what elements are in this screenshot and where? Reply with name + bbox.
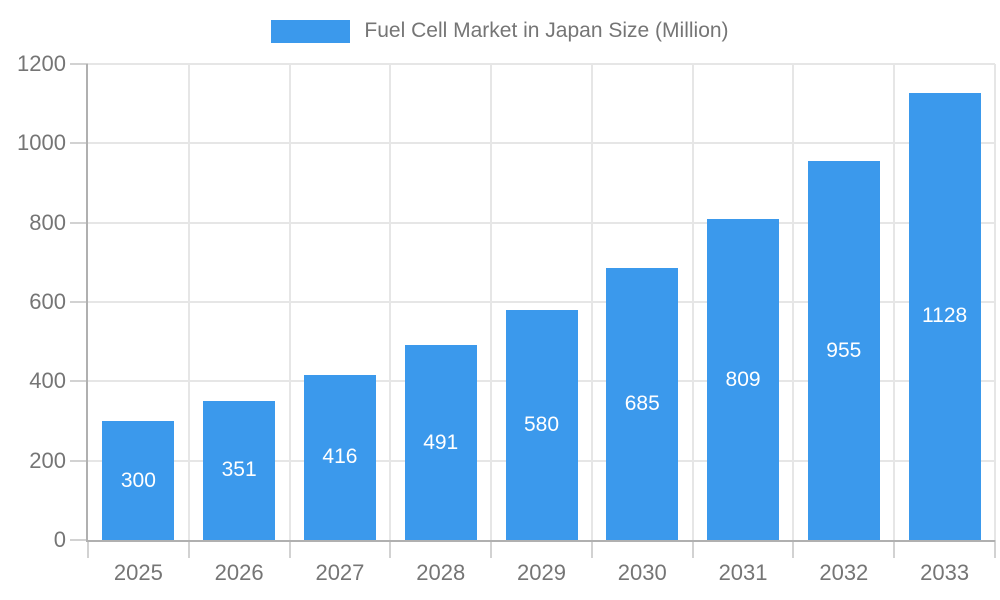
x-grid-line xyxy=(490,64,493,540)
bar-value-label: 1128 xyxy=(922,304,968,328)
bar[interactable]: 685 xyxy=(606,268,679,540)
y-axis-tick xyxy=(70,380,88,383)
legend-label[interactable]: Fuel Cell Market in Japan Size (Million) xyxy=(364,19,729,42)
x-grid-line xyxy=(691,64,694,540)
bar-value-label: 685 xyxy=(624,392,660,416)
bar[interactable]: 300 xyxy=(102,421,175,540)
x-grid-line xyxy=(792,64,795,540)
x-grid-line xyxy=(994,64,996,540)
y-axis-tick xyxy=(70,459,88,462)
x-tick-label: 2033 xyxy=(920,560,970,585)
x-tick-label: 2025 xyxy=(113,560,163,585)
x-axis-tick xyxy=(389,540,392,558)
x-grid-line xyxy=(187,64,190,540)
y-axis-tick xyxy=(70,221,88,224)
y-tick-label: 600 xyxy=(29,289,66,314)
y-tick-label: 800 xyxy=(29,209,66,235)
bar[interactable]: 580 xyxy=(505,309,578,540)
y-tick-label: 400 xyxy=(29,368,66,394)
x-tick-label: 2028 xyxy=(416,560,466,585)
y-tick-label: 0 xyxy=(53,527,66,552)
y-axis-tick xyxy=(70,63,88,65)
x-axis-tick xyxy=(994,540,996,558)
x-grid-line xyxy=(893,64,896,540)
y-grid-line xyxy=(88,301,995,303)
x-grid-line xyxy=(389,64,392,540)
x-axis-tick xyxy=(893,540,896,558)
bar-value-label: 300 xyxy=(120,468,156,492)
bar[interactable]: 809 xyxy=(707,219,780,540)
x-axis-tick xyxy=(288,540,291,558)
x-tick-label: 2032 xyxy=(819,560,869,585)
bar[interactable]: 416 xyxy=(303,374,376,540)
y-grid-line xyxy=(88,142,995,145)
y-tick-label: 1200 xyxy=(17,51,66,76)
y-grid-line xyxy=(88,63,995,65)
x-tick-label: 2026 xyxy=(214,560,264,585)
legend[interactable]: Fuel Cell Market in Japan Size (Million) xyxy=(0,19,1000,43)
bar-value-label: 491 xyxy=(423,430,459,454)
y-grid-line xyxy=(88,221,995,224)
bar-value-label: 416 xyxy=(322,445,358,469)
x-tick-label: 2029 xyxy=(517,560,566,585)
bar[interactable]: 1128 xyxy=(908,92,981,540)
x-axis-tick xyxy=(87,540,89,558)
bar[interactable]: 491 xyxy=(404,345,477,540)
y-axis-line xyxy=(86,64,88,540)
x-grid-line xyxy=(590,64,593,540)
x-grid-line xyxy=(288,64,291,540)
x-axis-line xyxy=(86,540,995,542)
x-tick-label: 2031 xyxy=(718,560,768,585)
x-axis-tick xyxy=(792,540,795,558)
y-tick-label: 200 xyxy=(29,447,66,473)
y-axis-tick xyxy=(70,539,88,541)
x-tick-label: 2030 xyxy=(617,560,667,585)
bar-value-label: 809 xyxy=(725,367,761,391)
x-axis-tick xyxy=(187,540,190,558)
bar-value-label: 351 xyxy=(221,458,257,482)
bar-value-label: 580 xyxy=(523,412,560,436)
x-axis-tick xyxy=(691,540,694,558)
bar[interactable]: 351 xyxy=(203,400,276,540)
bar[interactable]: 955 xyxy=(807,161,880,540)
x-axis-tick xyxy=(590,540,593,558)
y-axis-tick xyxy=(70,142,88,145)
bar-value-label: 955 xyxy=(826,338,862,362)
x-tick-label: 2027 xyxy=(315,560,365,585)
y-tick-label: 1000 xyxy=(17,130,66,156)
y-axis-tick xyxy=(70,301,88,303)
legend-swatch[interactable] xyxy=(271,19,351,43)
x-axis-tick xyxy=(490,540,493,558)
